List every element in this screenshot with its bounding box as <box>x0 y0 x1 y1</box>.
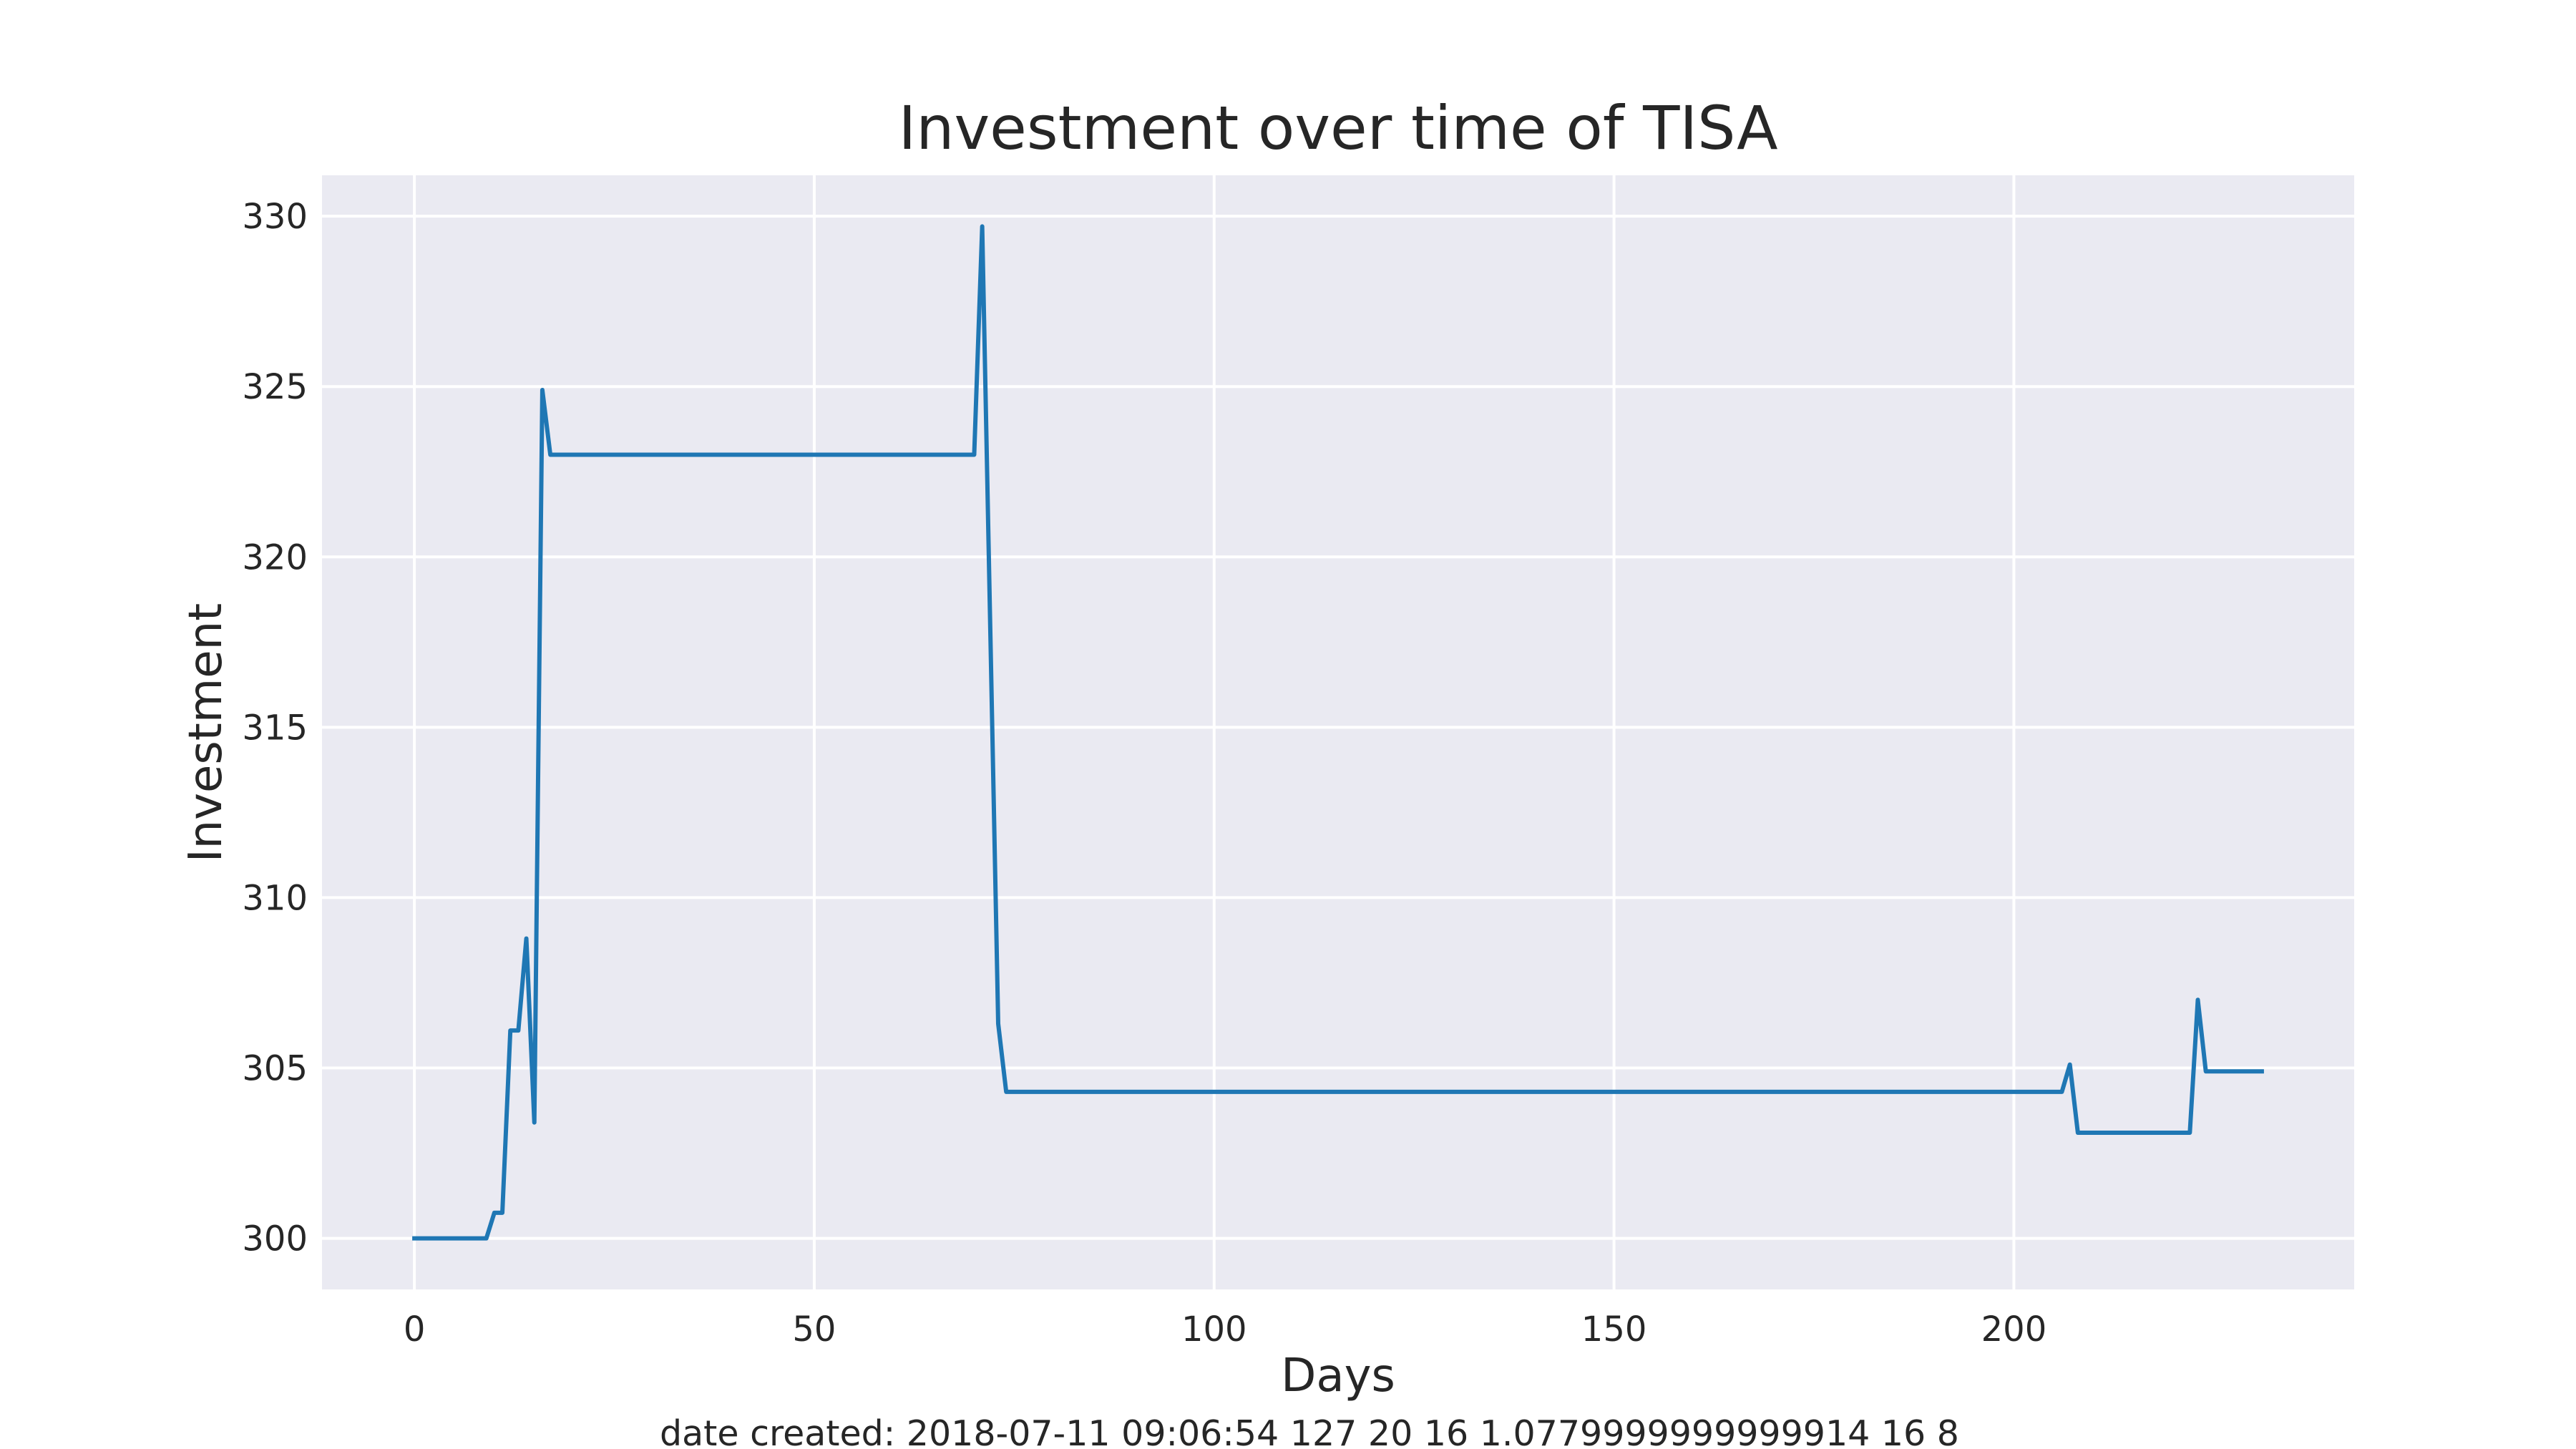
series-line <box>412 224 2264 1241</box>
grid-lines <box>322 175 2354 1289</box>
y-tick-label: 305 <box>242 1049 308 1089</box>
x-tick-label: 0 <box>404 1309 426 1350</box>
y-tick-label: 320 <box>242 537 308 577</box>
y-tick-label: 310 <box>242 878 308 918</box>
plot-area <box>322 175 2354 1289</box>
y-axis-label: Investment <box>180 603 233 863</box>
series-layer <box>412 224 2264 1241</box>
x-tick-label: 200 <box>1981 1309 2047 1350</box>
y-tick-label: 330 <box>242 197 308 237</box>
x-tick-label: 50 <box>792 1309 836 1350</box>
x-tick-label: 150 <box>1581 1309 1647 1350</box>
chart-title: Investment over time of TISA <box>898 93 1777 163</box>
footer-note: date created: 2018-07-11 09:06:54 127 20… <box>660 1413 1959 1449</box>
tick-labels: 0 50 100 150 200 300 305 310 315 320 325 330 <box>242 197 2046 1350</box>
x-tick-label: 100 <box>1181 1309 1247 1350</box>
x-axis-label: Days <box>1281 1350 1395 1402</box>
y-tick-label: 300 <box>242 1219 308 1259</box>
y-tick-label: 325 <box>242 367 308 407</box>
y-tick-label: 315 <box>242 708 308 748</box>
